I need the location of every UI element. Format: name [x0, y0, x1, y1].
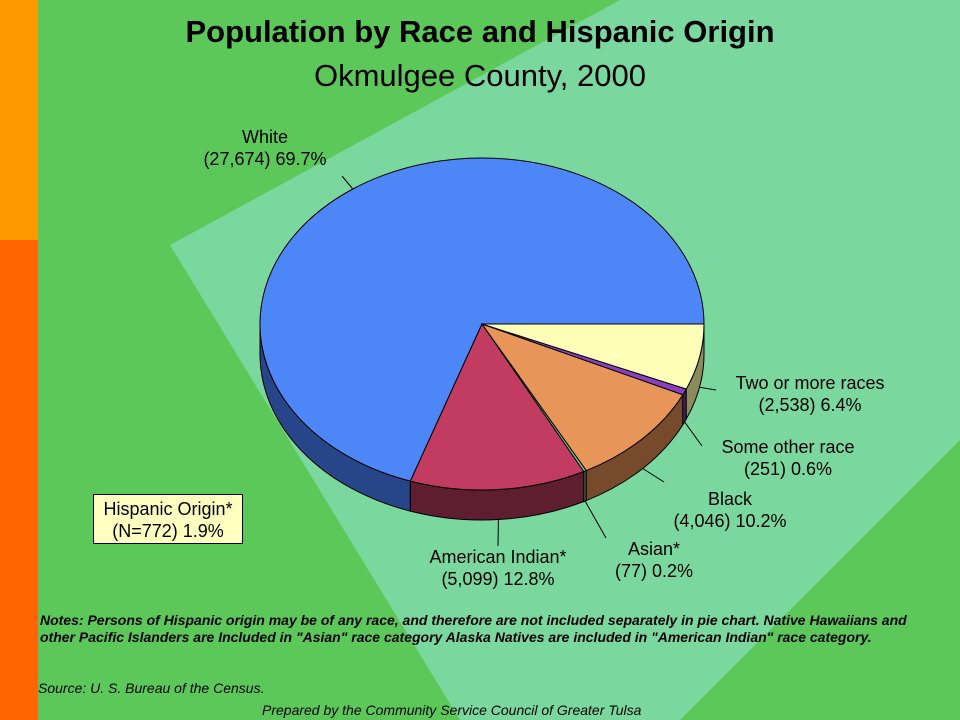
- pie-slice-white: [259, 157, 705, 482]
- label-black-name: Black: [707, 489, 752, 509]
- label-some-other-count: (251): [743, 459, 786, 479]
- chart-title: Population by Race and Hispanic Origin: [185, 14, 775, 49]
- label-two-or-more-percent: 6.4%: [820, 395, 862, 415]
- label-american-indian-count: (5,099): [441, 569, 499, 589]
- label-two-or-more-value: (2,538) 6.4%: [712, 394, 908, 416]
- chart-subtitle: Okmulgee County, 2000: [313, 58, 646, 93]
- label-white-percent: 69.7%: [275, 149, 327, 169]
- label-some-other-value: (251) 0.6%: [700, 458, 876, 480]
- label-white-name: White: [241, 127, 288, 147]
- label-white-count: (27,674): [203, 149, 271, 169]
- hispanic-origin-value: (N=772) 1.9%: [112, 521, 224, 541]
- label-white: White (27,674) 69.7%: [180, 126, 350, 170]
- label-asian-value: (77) 0.2%: [596, 560, 712, 582]
- label-american-indian-name: American Indian*: [429, 547, 567, 567]
- label-white-value: (27,674) 69.7%: [180, 148, 350, 170]
- label-american-indian-value: (5,099) 12.8%: [412, 568, 584, 590]
- label-black-count: (4,046): [673, 511, 731, 531]
- label-two-or-more-count: (2,538): [758, 395, 816, 415]
- label-asian-name: Asian*: [627, 539, 681, 559]
- label-black: Black (4,046) 10.2%: [652, 488, 808, 532]
- hispanic-origin-label: Hispanic Origin*: [103, 499, 233, 519]
- source-text: Source: U. S. Bureau of the Census.: [38, 680, 265, 696]
- label-asian-percent: 0.2%: [652, 561, 694, 581]
- leader-line-white: [341, 175, 354, 190]
- red-orange-side-bar: [0, 240, 38, 720]
- pie-slice-two-or-more-races: [481, 323, 705, 390]
- label-some-other-percent: 0.6%: [791, 459, 833, 479]
- label-two-or-more: Two or more races (2,538) 6.4%: [712, 372, 908, 416]
- leader-line-black: [642, 468, 665, 483]
- label-asian: Asian* (77) 0.2%: [596, 538, 712, 582]
- pie-slice-black: [480, 323, 684, 472]
- leader-line-two-or-more-races: [699, 386, 717, 391]
- label-american-indian-percent: 12.8%: [503, 569, 555, 589]
- hispanic-origin-box: Hispanic Origin* (N=772) 1.9%: [93, 494, 243, 544]
- prepared-by-text: Prepared by the Community Service Counci…: [262, 702, 642, 718]
- notes-text: Notes: Persons of Hispanic origin may be…: [40, 612, 907, 645]
- label-asian-count: (77): [614, 561, 647, 581]
- label-american-indian: American Indian* (5,099) 12.8%: [412, 546, 584, 590]
- label-black-percent: 10.2%: [735, 511, 787, 531]
- leader-line-asian: [584, 500, 607, 539]
- label-some-other: Some other race (251) 0.6%: [700, 436, 876, 480]
- label-some-other-name: Some other race: [721, 437, 855, 457]
- label-black-value: (4,046) 10.2%: [652, 510, 808, 532]
- label-two-or-more-name: Two or more races: [735, 373, 885, 393]
- leader-line-some-other-race: [684, 421, 703, 447]
- pie-slice-american-indian: [409, 322, 585, 491]
- orange-side-bar: [0, 0, 38, 240]
